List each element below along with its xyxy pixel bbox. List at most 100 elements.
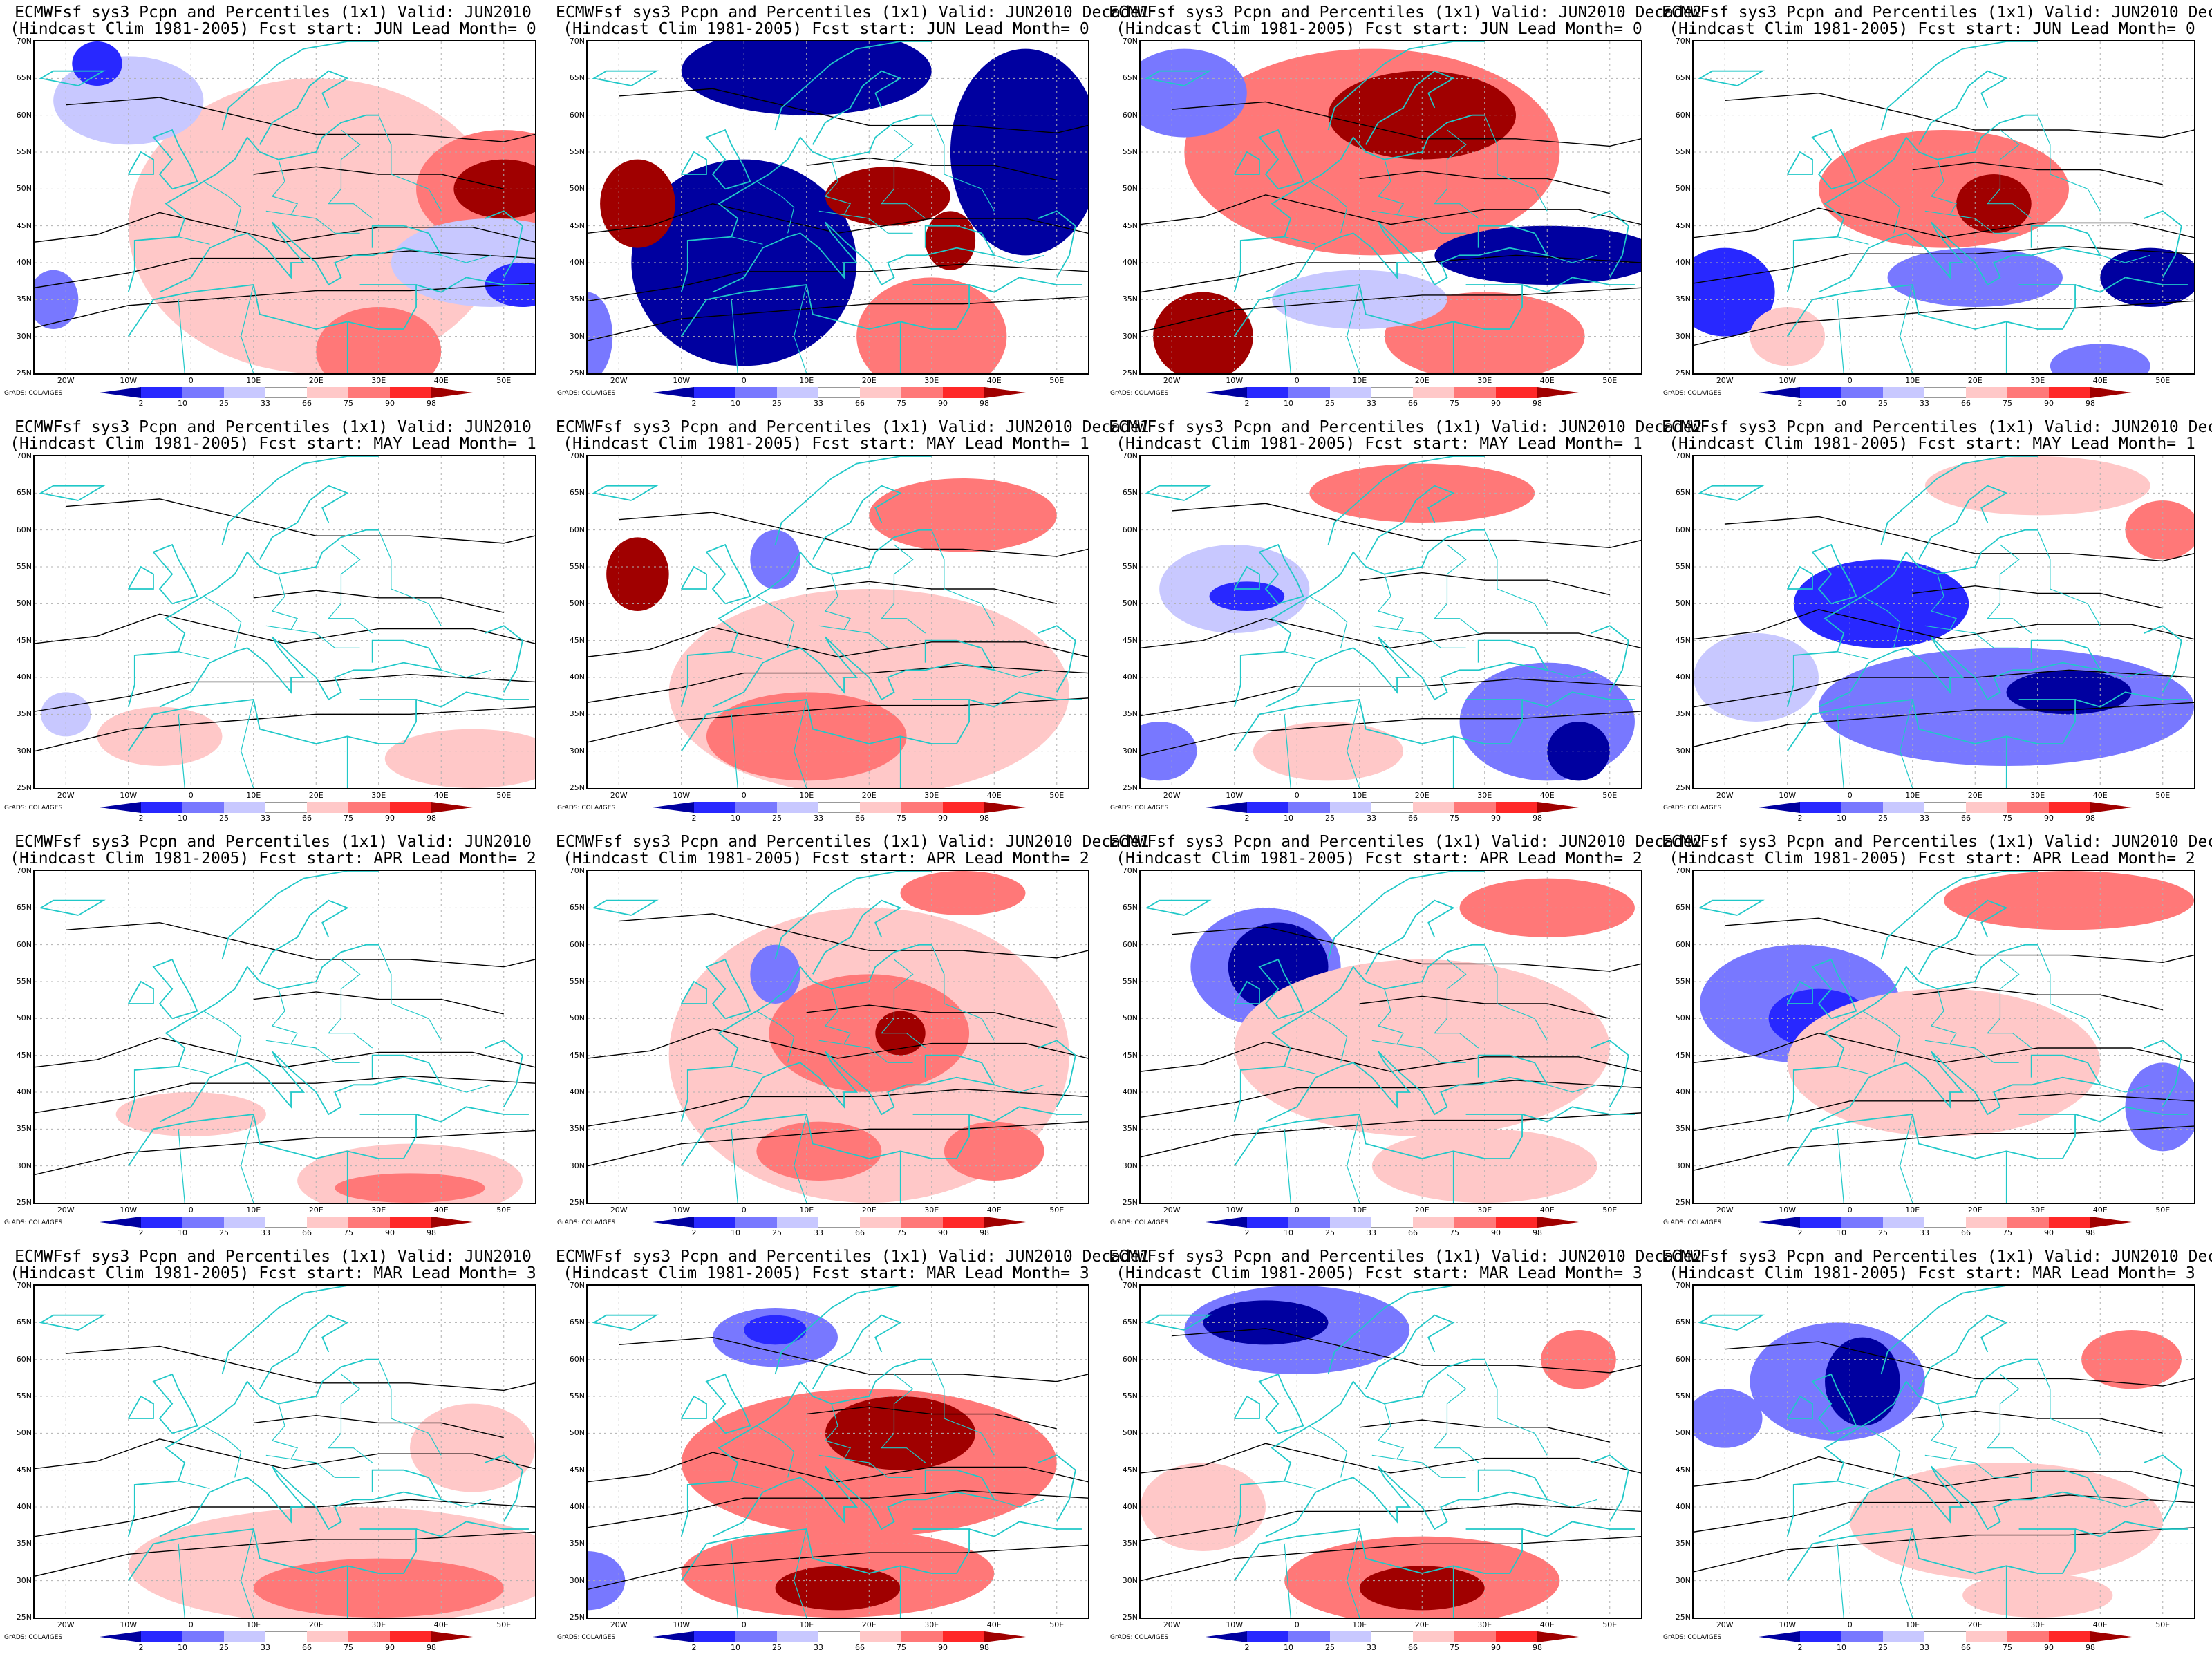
colorbar-label: 2 [691,814,697,823]
country-border [203,181,242,234]
percentile-shading [925,211,976,270]
longitude-label: 0 [1294,791,1300,800]
longitude-label: 20E [1967,791,1983,800]
longitude-label: 50E [496,376,512,385]
colorbar-label: 98 [2086,1643,2095,1652]
country-border [931,944,995,1041]
colorbar-segment [1330,1631,1371,1642]
longitude-label: 10W [120,1620,138,1629]
climatology-contour [619,1336,1088,1382]
percentile-shading [2125,1062,2194,1152]
percentile-shading [588,292,613,373]
country-border [731,299,738,373]
country-border [1930,988,1957,1044]
coastline [159,1465,442,1537]
coastline [1265,221,1548,293]
grads-credit: GrADS: COLA/IGES [4,805,63,812]
climatology-contour [66,97,535,142]
colorbar-label: 10 [178,1643,187,1652]
coastline [2144,1454,2182,1522]
country-border [1309,1011,1348,1063]
latitude-label: 25N [569,368,585,377]
coastline [259,1314,349,1389]
colorbar-label: 2 [138,399,144,408]
colorbar-label: 90 [385,1643,395,1652]
colorbar-segment [2090,1217,2132,1228]
latitude-label: 25N [16,783,32,792]
longitude-label: 10E [1352,376,1367,385]
panel-title: ECMWFsf sys3 Pcpn and Percentiles (1x1) … [15,418,532,436]
climatology-contour [588,626,1088,657]
latitude-label: 55N [569,1391,585,1400]
longitude-label: 40E [986,791,1002,800]
latitude-label: 25N [1675,783,1691,792]
latitude-label: 65N [1122,73,1138,83]
country-border [1900,1528,1913,1618]
coastline [2074,691,2188,708]
latitude-label: 50N [1675,1428,1691,1438]
colorbar-label: 90 [938,399,948,408]
coastline [485,1040,523,1107]
colorbar-label: 98 [1533,399,1542,408]
country-border [731,714,738,788]
latitude-label: 40N [16,1087,32,1096]
map-frame [1692,1284,2195,1619]
country-border [731,1481,763,1489]
panel-subtitle: (Hindcast Clim 1981-2005) Fcst start: AP… [1669,850,2195,868]
latitude-label: 60N [16,110,32,120]
climatology-contour [1141,254,1641,293]
grads-credit: GrADS: COLA/IGES [1663,390,1722,397]
country-border [818,625,913,648]
colorbar-segment [735,1217,777,1228]
coastline [152,1373,198,1434]
coastline [592,485,659,501]
colorbar-segment [1206,1217,1247,1228]
climatology-contour [1725,1341,2194,1387]
coastline [159,221,442,293]
precip-percentile-map [588,456,1088,788]
colorbar-segment [1330,1217,1371,1228]
colorbar-label: 90 [2044,1643,2054,1652]
latitude-label: 65N [1675,488,1691,498]
coastline [968,691,1082,708]
latitude-label: 70N [1675,1281,1691,1290]
longitude-label: 50E [2155,1620,2171,1629]
latitude-label: 45N [16,635,32,645]
coastline [221,1286,379,1375]
longitude-label: 20E [308,791,324,800]
latitude-label: 60N [16,939,32,949]
colorbar-segment [182,1631,224,1642]
climatology-contour [1694,1456,2194,1487]
colorbar-label: 33 [1920,1643,1929,1652]
map-frame [1139,1284,1642,1619]
colorbar-label: 33 [814,399,823,408]
longitude-label: 20W [1716,376,1734,385]
colorbar-label: 25 [219,399,229,408]
coastline [680,944,932,1122]
country-border [2037,1359,2101,1456]
country-border [1837,1544,1844,1618]
longitude-label: 20W [1163,1206,1181,1215]
coastline [592,899,659,916]
colorbar-label: 10 [1284,399,1293,408]
colorbar-segment [182,387,224,398]
longitude-label: 20E [861,376,877,385]
colorbar-label: 75 [1450,1643,1459,1652]
colorbar-segment [265,1631,307,1642]
colorbar-segment [1247,802,1288,813]
latitude-label: 40N [1122,1502,1138,1511]
climatology-contour [1912,585,2163,609]
longitude-label: 10E [799,791,814,800]
climatology-contour [1141,1503,1641,1541]
country-border [1924,1040,2019,1063]
country-border [265,625,360,648]
colorbar-label: 33 [261,814,270,823]
climatology-contour [1141,1443,1641,1474]
precip-percentile-map [1141,456,1641,788]
climatology-contour [1359,995,1610,1020]
longitude-label: 10E [246,791,261,800]
percentile-colorbar [653,802,1026,813]
latitude-label: 40N [1675,258,1691,267]
climatology-contour [35,613,535,644]
country-border [178,1129,185,1203]
